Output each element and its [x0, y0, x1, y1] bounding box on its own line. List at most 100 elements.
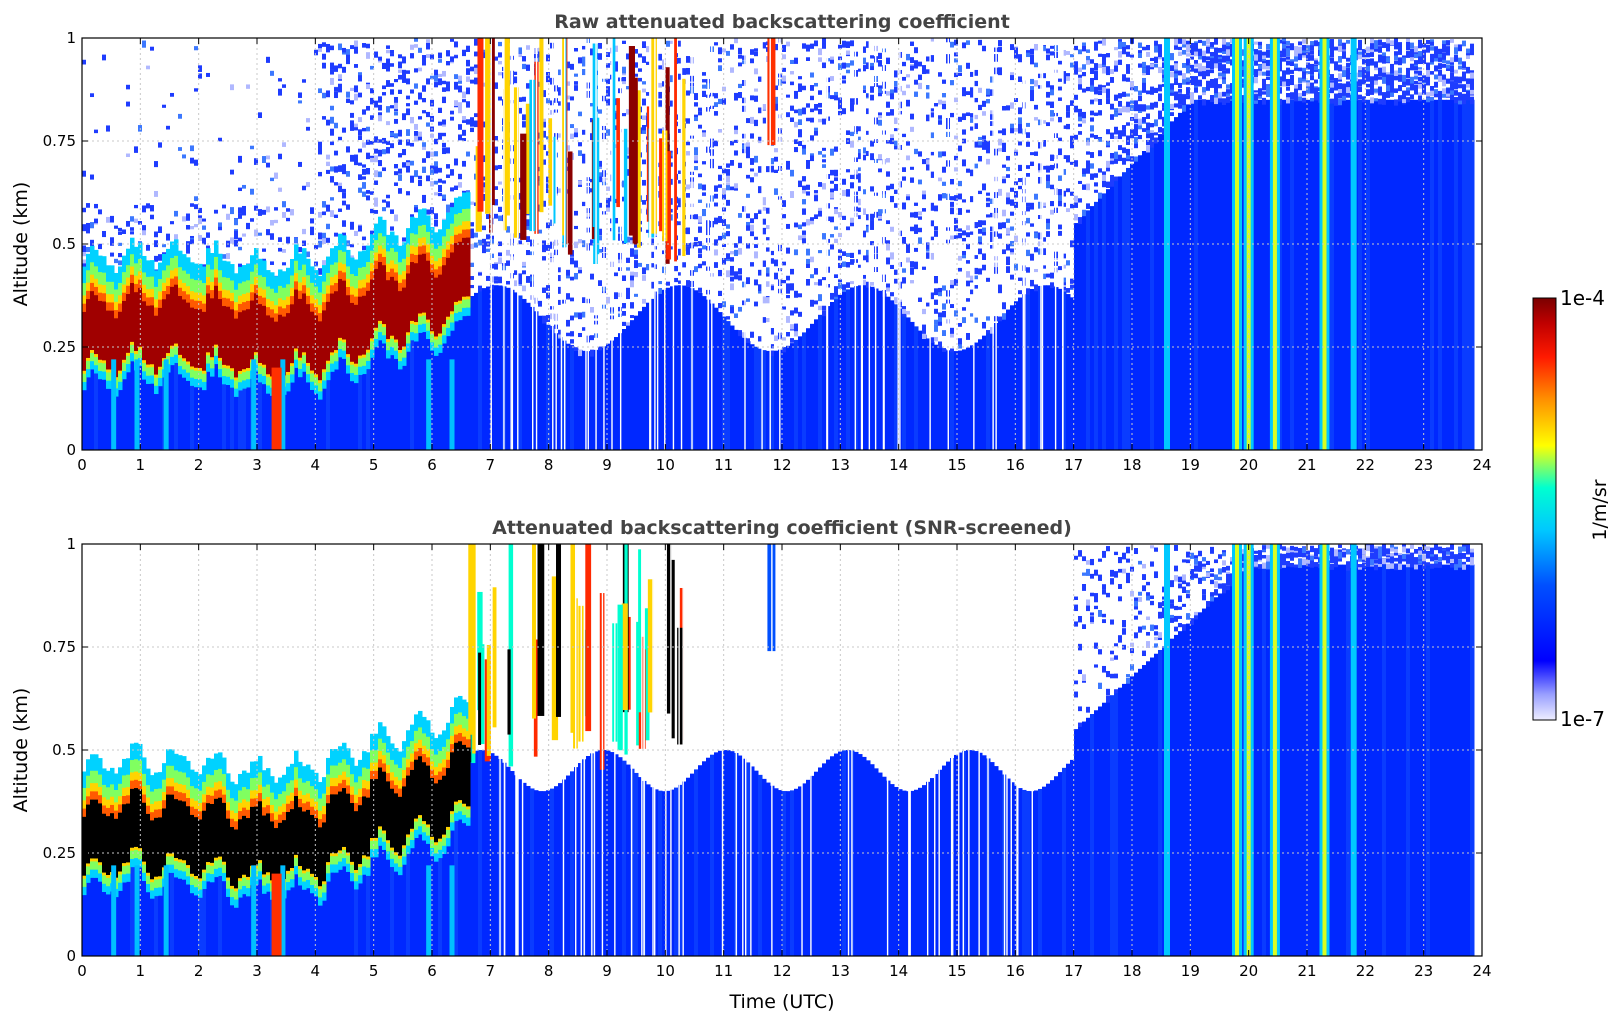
heatmap-cell — [490, 285, 495, 450]
heatmap-cell — [1214, 63, 1218, 69]
heatmap-cell — [974, 114, 978, 120]
heatmap-cell — [1010, 305, 1015, 450]
heatmap-cell — [298, 92, 302, 98]
heatmap-cell — [198, 73, 202, 79]
heatmap-cell — [818, 57, 822, 62]
heatmap-cell — [282, 201, 286, 208]
heatmap-cell — [186, 225, 190, 230]
heatmap-cell — [1078, 217, 1082, 225]
heatmap-cell — [982, 139, 986, 147]
heatmap-cell — [358, 187, 362, 193]
heatmap-cell — [490, 238, 494, 244]
heatmap-cell — [1382, 98, 1386, 105]
heatmap-cell — [1410, 44, 1414, 48]
heatmap-cell — [914, 224, 918, 231]
heatmap-cell — [1098, 53, 1102, 57]
heatmap-cell — [538, 300, 542, 307]
heatmap-cell — [570, 257, 574, 262]
heatmap-cell — [1038, 73, 1042, 79]
heatmap-cell — [1006, 192, 1010, 197]
heatmap-cell — [1470, 43, 1474, 49]
heatmap-cell — [962, 159, 966, 167]
heatmap-cell — [1146, 51, 1150, 57]
heatmap-cell — [362, 43, 366, 48]
heatmap-cell — [1210, 59, 1214, 66]
heatmap-cell — [786, 286, 790, 294]
heatmap-cell — [1430, 99, 1435, 450]
heatmap-cell — [1118, 108, 1122, 114]
heatmap-cell — [1062, 79, 1066, 84]
heatmap-cell — [442, 194, 446, 199]
heatmap-cell — [634, 249, 638, 256]
heatmap-cell — [446, 174, 450, 178]
heatmap-cell — [126, 84, 130, 90]
heatmap-cell — [1330, 74, 1334, 78]
heatmap-cell — [658, 292, 663, 450]
heatmap-cell — [1266, 49, 1270, 53]
heatmap-cell — [598, 42, 602, 49]
heatmap-cell — [1310, 75, 1314, 81]
heatmap-cell — [810, 117, 814, 123]
heatmap-cell — [1402, 99, 1407, 450]
heatmap-cell — [770, 250, 774, 256]
heatmap-cell — [1034, 247, 1038, 252]
heatmap-cell — [342, 164, 346, 170]
heatmap-cell — [546, 75, 550, 83]
heatmap-cell — [734, 125, 738, 130]
heatmap-cell — [1134, 124, 1138, 131]
heatmap-cell — [1046, 101, 1050, 106]
heatmap-cell — [154, 255, 158, 262]
heatmap-cell — [1122, 125, 1126, 130]
heatmap-cell — [1290, 76, 1294, 82]
heatmap-cell — [1294, 46, 1298, 51]
heatmap-cell — [670, 214, 674, 221]
heatmap-cell — [1098, 100, 1102, 105]
heatmap-cell — [1134, 129, 1138, 137]
heatmap-cell — [858, 126, 862, 132]
heatmap-cell — [406, 139, 410, 146]
heatmap-cell — [346, 146, 350, 151]
heatmap-cell — [574, 272, 578, 280]
heatmap-cell — [414, 135, 418, 142]
heatmap-cell — [1118, 93, 1122, 99]
heatmap-cell — [846, 226, 850, 231]
heatmap-cell — [1158, 93, 1162, 98]
heatmap-cell — [574, 131, 578, 138]
heatmap-cell — [1334, 99, 1339, 450]
heatmap-cell — [1370, 76, 1374, 81]
heatmap-cell — [1226, 46, 1230, 51]
heatmap-cell — [1258, 70, 1262, 75]
heatmap-cell — [1146, 113, 1150, 119]
heatmap-cell — [642, 81, 646, 85]
heatmap-cell — [214, 209, 218, 214]
heatmap-cell — [334, 122, 338, 129]
heatmap-cell — [286, 208, 290, 212]
heatmap-cell — [522, 56, 526, 62]
heatmap-cell — [1030, 58, 1034, 65]
heatmap-cell — [1038, 249, 1042, 255]
heatmap-cell — [954, 135, 958, 140]
heatmap-cell — [1026, 267, 1030, 273]
heatmap-cell — [266, 206, 270, 213]
heatmap-cell — [110, 310, 115, 370]
heatmap-cell — [566, 332, 570, 337]
heatmap-cell — [330, 176, 334, 183]
heatmap-cell — [1190, 79, 1194, 86]
heatmap-cell — [242, 184, 246, 189]
heatmap-cell — [758, 76, 762, 82]
heatmap-cell — [774, 104, 778, 111]
heatmap-cell — [1018, 108, 1022, 115]
heatmap-cell — [338, 136, 342, 141]
heatmap-cell — [434, 151, 438, 157]
heatmap-cell — [622, 66, 626, 74]
heatmap-cell — [406, 162, 410, 167]
heatmap-cell — [206, 293, 211, 353]
heatmap-cell — [582, 311, 586, 318]
heatmap-cell — [1114, 111, 1118, 117]
heatmap-cell — [234, 218, 238, 226]
heatmap-cell — [734, 329, 739, 450]
heatmap-cell — [538, 315, 543, 450]
heatmap-cell — [850, 281, 854, 285]
heatmap-cell — [1434, 53, 1438, 59]
heatmap-cell — [1110, 152, 1114, 159]
